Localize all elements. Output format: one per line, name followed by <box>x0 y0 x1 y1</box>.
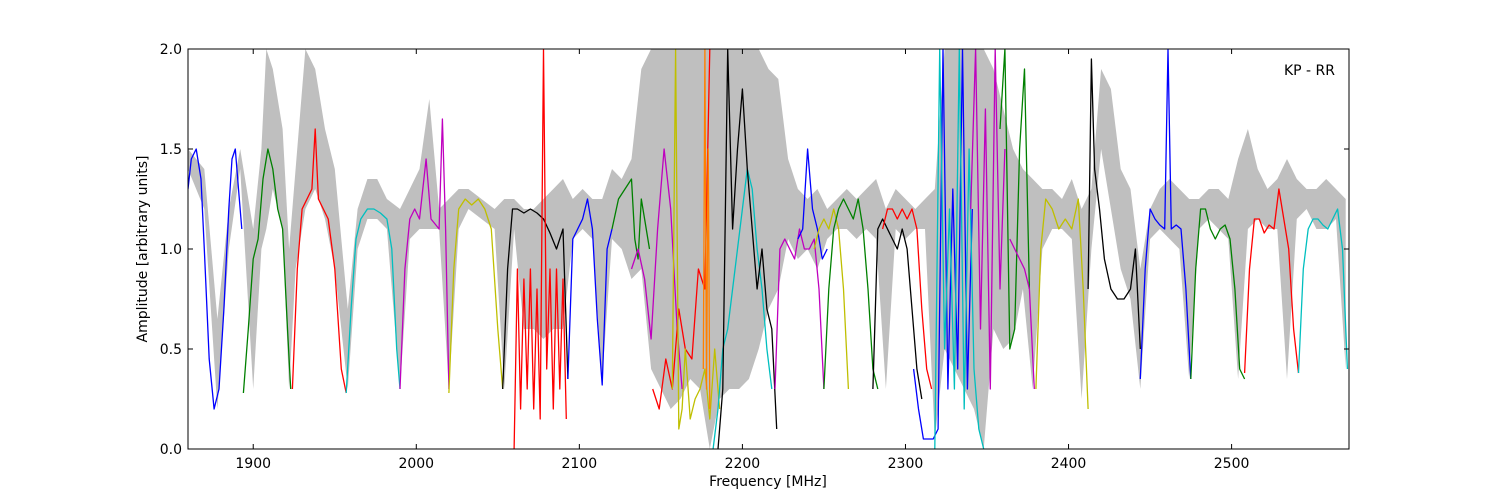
series-line-20 <box>872 218 923 400</box>
series-line-13 <box>702 49 711 410</box>
series-line-16 <box>774 228 825 390</box>
x-tick-label-2: 2100 <box>562 456 598 472</box>
series-line-24 <box>970 49 1006 390</box>
y-tick-label-0: 0.0 <box>160 442 182 458</box>
ticks-layer: 1900 2000 2100 2200 2300 2400 2500 0.0 0.5 1.0 1.5… <box>160 42 1349 472</box>
series-line-0 <box>188 148 243 410</box>
series-line-23 <box>934 49 985 449</box>
chart-annotation: KP - RR <box>1284 63 1335 79</box>
series-line-2 <box>291 128 347 394</box>
series-line-1 <box>242 148 292 394</box>
series-line-18 <box>813 208 850 390</box>
series-line-27 <box>1035 198 1089 410</box>
series-line-4 <box>399 118 450 390</box>
x-tick-label-1: 2000 <box>398 456 434 472</box>
series-line-31 <box>1243 188 1300 374</box>
series-line-7 <box>513 49 567 449</box>
series-line-5 <box>448 198 504 394</box>
series-line-30 <box>1190 208 1246 380</box>
series-line-3 <box>345 208 401 394</box>
x-tick-label-4: 2300 <box>888 456 924 472</box>
x-tick-label-0: 1900 <box>235 456 271 472</box>
series-line-28 <box>1087 58 1141 350</box>
y-tick-label-1: 0.5 <box>160 342 182 358</box>
x-axis-label: Frequency [MHz] <box>709 474 827 490</box>
y-tick-label-3: 1.5 <box>160 142 182 158</box>
y-tick-label-2: 1.0 <box>160 242 182 258</box>
series-line-15 <box>717 49 778 449</box>
envelope-band <box>188 49 1346 449</box>
series-line-10 <box>630 148 683 390</box>
x-tick-label-6: 2500 <box>1214 456 1250 472</box>
series-line-29 <box>1139 49 1192 380</box>
series-line-22 <box>912 49 973 440</box>
series-line-26 <box>1009 238 1035 390</box>
series-line-8 <box>567 198 613 386</box>
x-tick-label-5: 2400 <box>1051 456 1087 472</box>
series-line-11 <box>652 49 711 410</box>
envelope-layer <box>188 49 1346 449</box>
series-line-32 <box>1297 208 1349 374</box>
series-line-21 <box>881 208 933 390</box>
series-line-19 <box>823 198 879 390</box>
y-axis-label: Amplitude [arbitrary units] <box>135 156 151 343</box>
series-line-17 <box>797 148 828 260</box>
series-line-9 <box>611 178 651 260</box>
y-tick-label-4: 2.0 <box>160 42 182 58</box>
series-layer <box>188 49 1349 449</box>
x-tick-label-3: 2200 <box>725 456 761 472</box>
series-line-12 <box>671 49 721 430</box>
series-line-6 <box>502 208 569 390</box>
series-line-25 <box>999 49 1031 350</box>
